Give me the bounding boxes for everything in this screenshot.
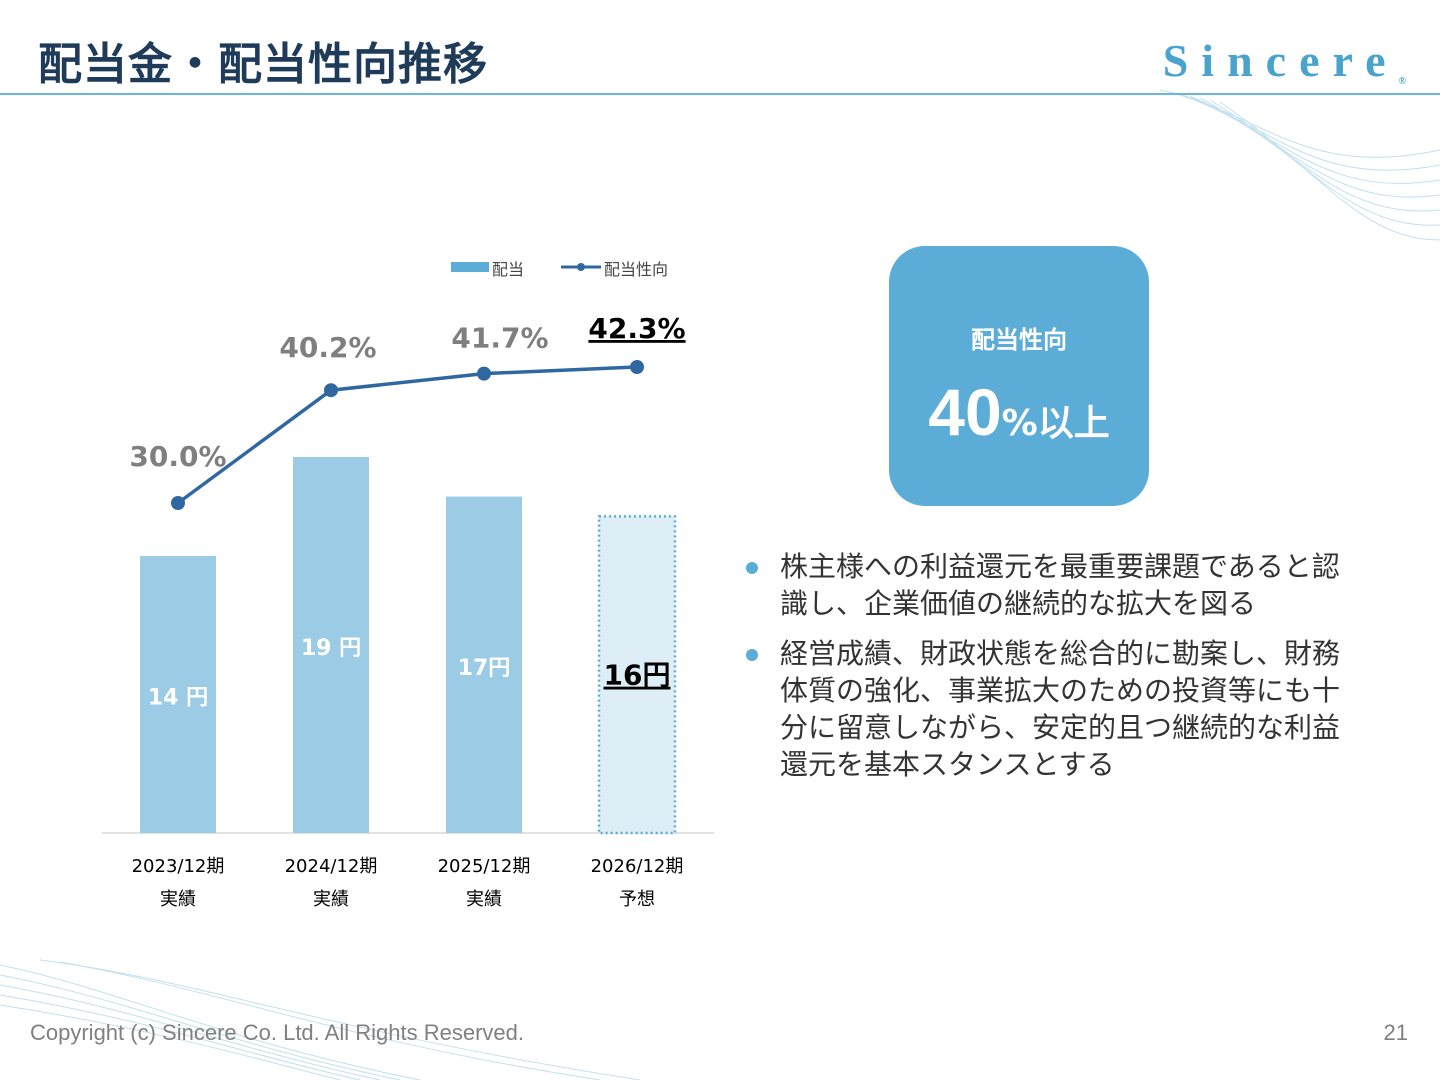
x-tick-sublabel: 実績 (160, 889, 196, 910)
legend-bar-swatch (451, 262, 489, 272)
legend-bar-label: 配当 (492, 260, 525, 279)
payout-ratio-callout: 配当性向 40%以上 (889, 246, 1149, 506)
bar-dividend (446, 496, 522, 833)
x-tick-label: 2025/12期 (438, 856, 531, 877)
bar-dividend (140, 555, 216, 833)
bar-dividend (597, 515, 677, 835)
bar-value-label: 17円 (458, 656, 511, 681)
logo-text: Sincere (1162, 35, 1399, 86)
dividend-chart: 14 円 19 円 17円 16円 30.0% 40.2% 41.7% 42.3% 2023/1… (102, 312, 714, 910)
bar-value-label: 19 円 (301, 636, 361, 661)
payout-ratio-line (176, 365, 638, 505)
bar-value-label: 16円 (604, 659, 671, 692)
payout-ratio-point (630, 360, 644, 374)
legend-line-label: 配当性向 (604, 260, 669, 279)
x-tick-label: 2026/12期 (591, 856, 684, 877)
bar-value-label: 14 円 (148, 685, 208, 710)
x-tick-sublabel: 実績 (466, 889, 502, 910)
page-number: 21 (1383, 1020, 1408, 1045)
bullet-item: 経営成績、財政状態を総合的に勘案し、財務体質の強化、事業拡大のための投資等にも十… (744, 635, 1344, 783)
callout-value-number: 40 (928, 375, 1002, 449)
payout-ratio-label: 40.2% (279, 331, 376, 364)
policy-bullets: 株主様への利益還元を最重要課題であると認識し、企業価値の継続的な拡大を図る 経営… (744, 548, 1344, 796)
registered-mark: ® (1398, 76, 1406, 87)
bullet-dot-icon (746, 562, 758, 574)
x-tick-label: 2024/12期 (285, 856, 378, 877)
bar-dividend (293, 457, 369, 833)
x-tick-sublabel: 実績 (313, 889, 349, 910)
bullet-text: 株主様への利益還元を最重要課題であると認識し、企業価値の継続的な拡大を図る (780, 550, 1340, 620)
page-title: 配当金・配当性向推移 (38, 39, 488, 90)
callout-value-suffix: %以上 (1001, 403, 1110, 444)
legend-swatches (451, 262, 601, 272)
payout-ratio-label: 41.7% (451, 322, 548, 355)
header-divider (0, 93, 1440, 95)
x-tick-sublabel: 予想 (619, 889, 655, 910)
legend-line-marker (577, 263, 585, 271)
payout-ratio-point (171, 496, 185, 510)
bullet-text: 経営成績、財政状態を総合的に勘案し、財務体質の強化、事業拡大のための投資等にも十… (780, 637, 1341, 781)
callout-value: 40%以上 (889, 374, 1149, 450)
bullet-item: 株主様への利益還元を最重要課題であると認識し、企業価値の継続的な拡大を図る (744, 548, 1344, 622)
company-logo: Sincere® (1163, 34, 1406, 87)
callout-title: 配当性向 (971, 326, 1067, 354)
payout-ratio-label: 30.0% (129, 440, 226, 473)
copyright-text: Copyright (c) Sincere Co. Ltd. All Right… (30, 1020, 524, 1045)
payout-ratio-point (324, 383, 338, 398)
payout-ratio-point (477, 366, 491, 381)
payout-ratio-label: 42.3% (588, 312, 685, 345)
x-tick-label: 2023/12期 (132, 856, 225, 877)
bullet-dot-icon (746, 649, 758, 661)
